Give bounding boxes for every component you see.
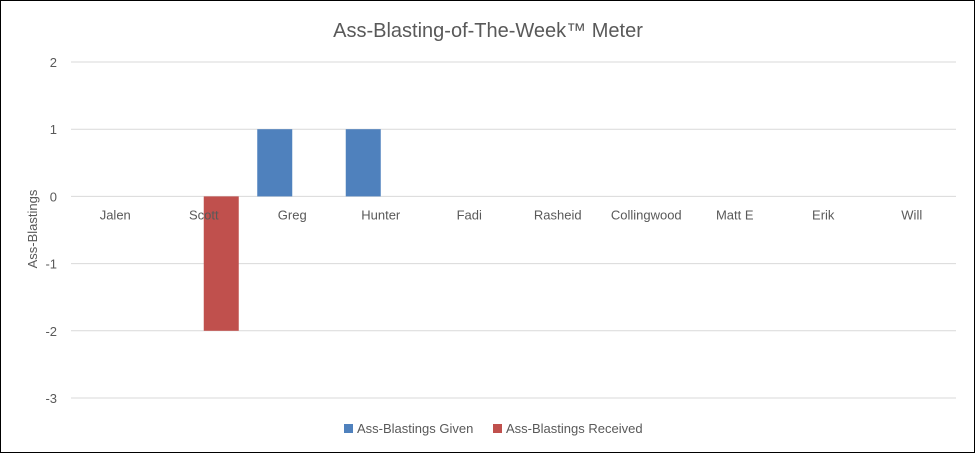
x-tick-label: Greg (278, 207, 307, 222)
x-tick-label: Rasheid (534, 207, 582, 222)
y-tick-label: 0 (50, 189, 57, 204)
x-tick-label: Will (901, 207, 922, 222)
y-axis-label: Ass-Blastings (25, 189, 40, 268)
bars (203, 129, 381, 331)
y-tick-label: -2 (45, 324, 57, 339)
bar-ass-blastings-received-scott (203, 196, 239, 331)
legend[interactable]: Ass-Blastings Given Ass-Blastings Receive… (344, 421, 643, 436)
y-tick-label: 1 (50, 122, 57, 137)
bar-ass-blastings-given-hunter (345, 129, 381, 197)
bar-ass-blastings-given-greg (257, 129, 293, 197)
x-tick-label: Erik (812, 207, 835, 222)
legend-label: Ass-Blastings Given (357, 421, 473, 436)
x-tick-label: Jalen (100, 207, 131, 222)
chart-title: Ass-Blasting-of-The-Week™ Meter (333, 20, 643, 42)
legend-swatch (344, 424, 353, 433)
x-tick-labels: Jalen Scott Greg Hunter Fadi Rasheid Collingwo… (100, 207, 923, 222)
x-tick-label: Matt E (716, 207, 754, 222)
legend-swatch (493, 424, 502, 433)
y-tick-label: 2 (50, 55, 57, 70)
x-tick-label: Scott (189, 207, 219, 222)
x-tick-label: Collingwood (611, 207, 682, 222)
y-tick-label: -1 (45, 257, 57, 272)
y-tick-labels: 2 1 0 -1 -2 -3 (45, 55, 57, 406)
legend-label: Ass-Blastings Received (506, 421, 643, 436)
x-tick-label: Fadi (457, 207, 482, 222)
x-tick-label: Hunter (361, 207, 401, 222)
y-tick-label: -3 (45, 391, 57, 406)
